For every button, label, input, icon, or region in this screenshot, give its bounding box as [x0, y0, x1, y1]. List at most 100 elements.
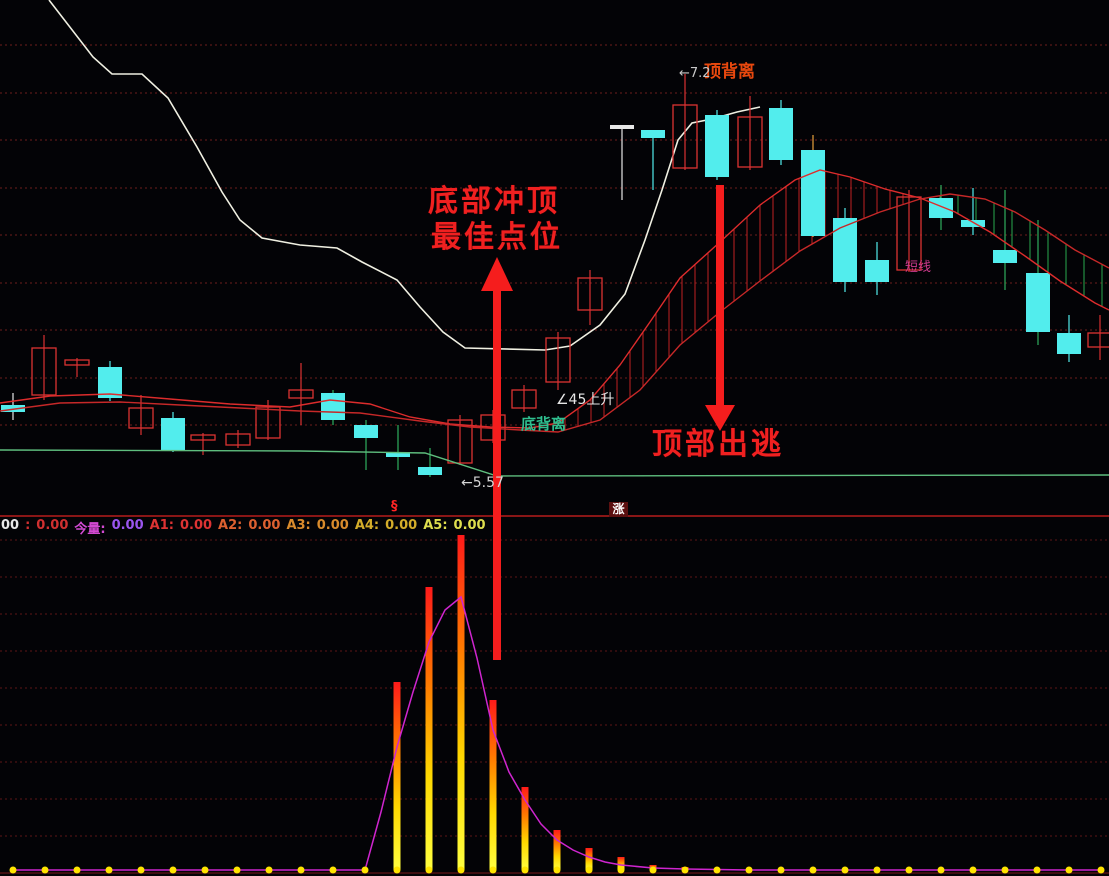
- candle-body-down: [769, 108, 793, 160]
- baseline-dot: [105, 866, 113, 874]
- down-arrow-shaft: [716, 185, 724, 405]
- baseline-dot: [329, 866, 337, 874]
- volume-bar: [457, 535, 465, 870]
- candle-body-down: [1026, 273, 1050, 332]
- baseline-dot: [233, 866, 241, 874]
- baseline-dot: [169, 866, 177, 874]
- baseline-dot: [137, 866, 145, 874]
- candle-body-flat: [610, 125, 634, 129]
- baseline-dot: [553, 866, 561, 874]
- baseline-dot: [265, 866, 273, 874]
- baseline-dot: [905, 866, 913, 874]
- candle-body-down: [961, 220, 985, 227]
- baseline-dot: [777, 866, 785, 874]
- baseline-dot: [297, 866, 305, 874]
- baseline-dot: [969, 866, 977, 874]
- baseline-dot: [457, 866, 465, 874]
- red-slow-line: [0, 193, 1109, 433]
- status-token: 00: [1, 518, 20, 533]
- volume-bar: [617, 857, 625, 870]
- baseline-dot: [393, 866, 401, 874]
- candle-body-up: [511, 389, 537, 409]
- candle-body-down: [833, 218, 857, 282]
- baseline-dot: [617, 866, 625, 874]
- annotation-45-degree-rise: ∠45上升: [556, 392, 615, 408]
- candle-body-up: [128, 407, 154, 429]
- status-token: 0.00: [111, 518, 144, 533]
- candle-body-down: [1057, 333, 1081, 354]
- candle-body-down: [1, 405, 25, 412]
- baseline-dot: [873, 866, 881, 874]
- volume-curve: [13, 595, 1101, 871]
- up-arrow-head: [481, 257, 513, 291]
- annotation-top-divergence: 顶背离: [704, 62, 755, 82]
- baseline-dot: [361, 866, 369, 874]
- candle-body-down: [993, 250, 1017, 263]
- red-fast-line: [0, 169, 1109, 429]
- candle-body-down: [705, 115, 729, 177]
- volume-bar: [585, 848, 593, 870]
- status-token: 0.00: [36, 518, 69, 533]
- candle-body-down: [929, 198, 953, 218]
- baseline-dot: [649, 866, 657, 874]
- baseline-dot: [489, 866, 497, 874]
- candle-body-down: [98, 367, 122, 398]
- baseline-dot: [73, 866, 81, 874]
- candle-body-up: [1087, 332, 1109, 348]
- candle-body-down: [354, 425, 378, 438]
- baseline-dot: [425, 866, 433, 874]
- baseline-dot: [1097, 866, 1105, 874]
- status-token: A3:: [286, 518, 311, 533]
- candle-body-up: [672, 104, 698, 169]
- baseline-dot: [1001, 866, 1009, 874]
- status-token: :: [25, 518, 31, 533]
- annotation-bottom-surge-line2: 最佳点位: [431, 220, 563, 255]
- status-token: 今量:: [74, 522, 106, 537]
- status-token: A2:: [218, 518, 243, 533]
- baseline-dot: [1065, 866, 1073, 874]
- baseline-dot: [201, 866, 209, 874]
- baseline-dot: [585, 866, 593, 874]
- candle-body-up: [737, 116, 763, 168]
- volume-bar: [393, 682, 401, 870]
- candle-body-up: [577, 277, 603, 311]
- green-support-line: [0, 449, 1109, 477]
- price-label-5-57: ←5.57: [461, 475, 504, 491]
- baseline-dot: [681, 866, 689, 874]
- candle-body-down: [418, 467, 442, 475]
- candle-body-up: [896, 196, 922, 271]
- baseline-dot: [937, 866, 945, 874]
- baseline-dot: [521, 866, 529, 874]
- volume-bar: [553, 830, 561, 870]
- annotation-bottom-divergence: 底背离: [521, 415, 567, 433]
- section-marker: §: [391, 499, 398, 514]
- candle-body-down: [641, 130, 665, 138]
- status-bar: 00:0.00 今量: 0.00 A1: 0.00 A2: 0.00 A3: 0.00 A4: 0.…: [1, 518, 486, 537]
- candle-body-down: [321, 393, 345, 420]
- baseline-dot: [809, 866, 817, 874]
- baseline-dot: [745, 866, 753, 874]
- status-token: 0.00: [316, 518, 349, 533]
- candle-body-up: [225, 433, 251, 446]
- volume-bar: [521, 787, 529, 870]
- volume-bar: [489, 700, 497, 870]
- candle-body-up: [288, 389, 314, 399]
- candle-body-down: [865, 260, 889, 282]
- candle-body-up: [31, 347, 57, 396]
- annotation-bottom-surge-line1: 底部冲顶: [428, 184, 560, 219]
- baseline-dot: [41, 866, 49, 874]
- annotation-short-line: 短线: [905, 260, 932, 275]
- candle-body-up: [190, 434, 216, 441]
- candle-body-up: [447, 419, 473, 464]
- candle-body-up: [255, 406, 281, 439]
- baseline-dot: [9, 866, 17, 874]
- status-token: A4:: [354, 518, 380, 533]
- baseline-dot: [713, 866, 721, 874]
- baseline-dot: [841, 866, 849, 874]
- rise-badge: 涨: [609, 502, 628, 517]
- candle-body-up: [64, 359, 90, 366]
- status-token: A5:: [423, 518, 448, 533]
- down-arrow-head: [705, 405, 735, 431]
